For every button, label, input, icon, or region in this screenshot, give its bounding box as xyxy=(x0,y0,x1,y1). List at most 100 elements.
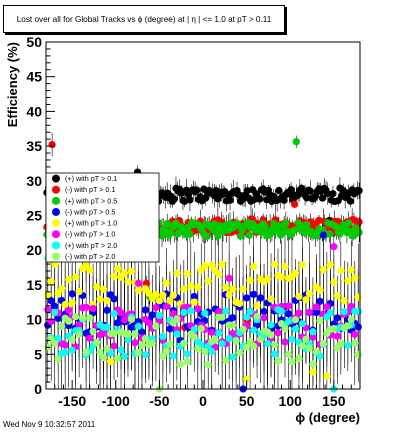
data-point xyxy=(86,314,94,322)
data-point xyxy=(159,352,167,360)
legend-label: (-) with pT > 2.0 xyxy=(65,252,115,261)
data-point xyxy=(124,278,132,286)
data-point xyxy=(142,279,150,288)
data-point xyxy=(281,338,289,346)
data-point xyxy=(295,354,303,363)
data-point xyxy=(236,299,244,308)
data-point xyxy=(152,291,160,299)
data-point xyxy=(176,360,184,369)
data-point xyxy=(305,344,314,352)
data-point xyxy=(282,219,290,227)
data-point xyxy=(134,279,143,287)
data-point xyxy=(127,323,136,331)
data-point xyxy=(243,375,251,383)
data-point xyxy=(225,274,233,282)
data-point xyxy=(270,260,279,268)
x-tick-label: 100 xyxy=(279,393,303,409)
data-point xyxy=(89,327,97,336)
data-point xyxy=(61,348,69,356)
data-point xyxy=(131,330,139,338)
y-axis-title: Efficiency (%) xyxy=(5,42,20,127)
data-point xyxy=(290,200,299,208)
data-point xyxy=(263,275,272,283)
data-point xyxy=(193,186,201,194)
data-point xyxy=(302,296,310,304)
data-point xyxy=(197,324,205,333)
data-point xyxy=(162,347,170,355)
data-point xyxy=(253,302,261,310)
data-point xyxy=(291,269,300,277)
legend-label: (+) with pT > 1.0 xyxy=(65,219,117,228)
data-point xyxy=(345,219,353,227)
data-point xyxy=(186,230,194,238)
data-point xyxy=(96,295,104,303)
data-point xyxy=(284,350,293,358)
data-point xyxy=(82,348,90,356)
data-point xyxy=(270,341,279,349)
y-tick-label: 30 xyxy=(26,173,42,189)
legend-marker xyxy=(52,219,60,228)
legend-label: (-) with pT > 1.0 xyxy=(65,230,115,239)
data-point xyxy=(201,309,209,317)
data-point xyxy=(159,332,167,341)
data-point xyxy=(354,293,362,301)
data-point xyxy=(270,350,279,358)
data-point xyxy=(267,331,275,339)
data-point xyxy=(354,307,362,315)
data-point xyxy=(99,353,108,362)
data-point xyxy=(275,186,283,195)
data-point xyxy=(298,342,307,350)
data-point xyxy=(318,194,327,202)
y-tick-label: 5 xyxy=(34,346,42,362)
data-point xyxy=(277,307,286,315)
data-point xyxy=(201,262,209,270)
data-point xyxy=(79,314,87,322)
legend-marker xyxy=(52,196,60,205)
data-point xyxy=(166,340,174,348)
data-point xyxy=(245,231,253,239)
data-point xyxy=(239,325,247,333)
data-point xyxy=(288,358,296,366)
data-point xyxy=(330,278,338,286)
data-point xyxy=(249,326,258,334)
data-point xyxy=(113,354,122,362)
data-point xyxy=(309,333,317,341)
data-point xyxy=(309,328,317,336)
data-point xyxy=(229,285,237,293)
data-point xyxy=(306,187,314,195)
data-point xyxy=(208,261,216,269)
y-tick-label: 10 xyxy=(26,312,42,328)
data-point xyxy=(329,190,337,198)
data-point xyxy=(229,321,237,329)
data-point xyxy=(92,283,101,291)
x-tick-label: 150 xyxy=(322,393,346,409)
data-point xyxy=(274,357,282,365)
data-point xyxy=(229,353,237,361)
data-point xyxy=(194,283,202,291)
data-point xyxy=(260,314,268,322)
data-point xyxy=(229,314,237,322)
data-point xyxy=(124,330,132,339)
legend-marker xyxy=(52,207,60,216)
data-point xyxy=(145,319,153,327)
x-axis-title: ϕ (degree) xyxy=(295,410,360,425)
data-point xyxy=(170,195,178,203)
data-point xyxy=(222,356,230,364)
data-point xyxy=(347,266,355,274)
data-point xyxy=(58,285,66,293)
axes: -150 -100 -50 0 50 100 150 0 5 10 15 20 25 30 35 40 45 50 xyxy=(26,34,361,409)
data-point xyxy=(110,272,118,280)
data-point xyxy=(243,294,251,302)
data-point xyxy=(120,352,129,360)
data-point xyxy=(337,266,345,275)
data-point xyxy=(280,196,288,204)
data-point xyxy=(351,274,359,282)
data-point xyxy=(75,321,83,329)
data-point xyxy=(187,307,195,315)
data-point xyxy=(253,321,261,329)
data-point xyxy=(134,349,143,357)
legend-label: (+) with pT > 2.0 xyxy=(65,241,117,250)
data-point xyxy=(65,306,73,314)
data-point xyxy=(186,196,194,204)
data-point xyxy=(152,322,160,330)
